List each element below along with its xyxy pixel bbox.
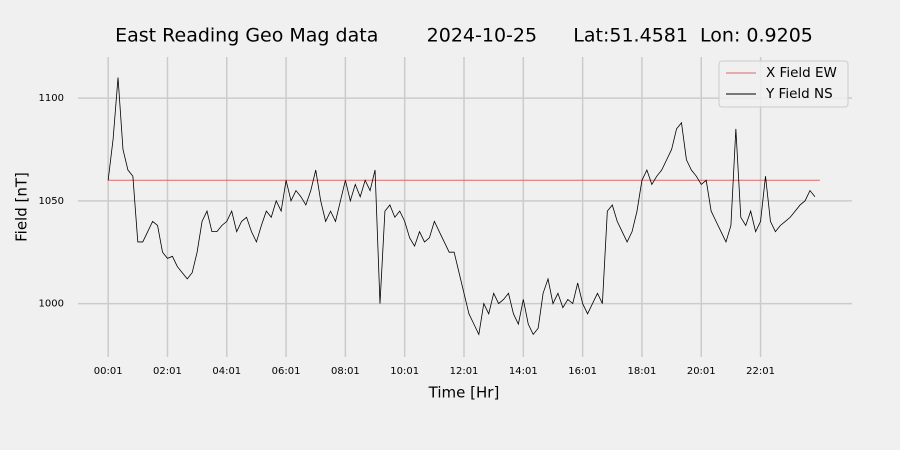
- x-tick-label: 20:01: [687, 366, 716, 377]
- x-tick-label: 04:01: [212, 366, 241, 377]
- x-tick-label: 00:01: [94, 366, 123, 377]
- x-tick-label: 12:01: [450, 366, 479, 377]
- legend-label: Y Field NS: [765, 86, 833, 102]
- x-tick-label: 18:01: [628, 366, 657, 377]
- legend-label: X Field EW: [766, 65, 837, 81]
- x-tick-label: 22:01: [746, 366, 775, 377]
- data-line: [107, 77, 816, 336]
- legend: X Field EW Y Field NS: [718, 60, 849, 108]
- x-tick-label: 16:01: [568, 366, 597, 377]
- x-tick-label: 08:01: [331, 366, 360, 377]
- y-tick-label: 1050: [39, 196, 64, 207]
- chart-title: East Reading Geo Mag data 2024-10-25 Lat…: [115, 25, 813, 47]
- y-tick-label: 1000: [39, 299, 64, 310]
- y-axis-label: Field [nT]: [13, 172, 31, 242]
- x-tick-label: 14:01: [509, 366, 538, 377]
- x-tick-label: 06:01: [272, 366, 301, 377]
- x-tick-label: 02:01: [153, 366, 182, 377]
- x-tick-label: 10:01: [390, 366, 419, 377]
- y-tick-label: 1100: [39, 93, 64, 104]
- x-axis-label: Time [Hr]: [428, 384, 500, 402]
